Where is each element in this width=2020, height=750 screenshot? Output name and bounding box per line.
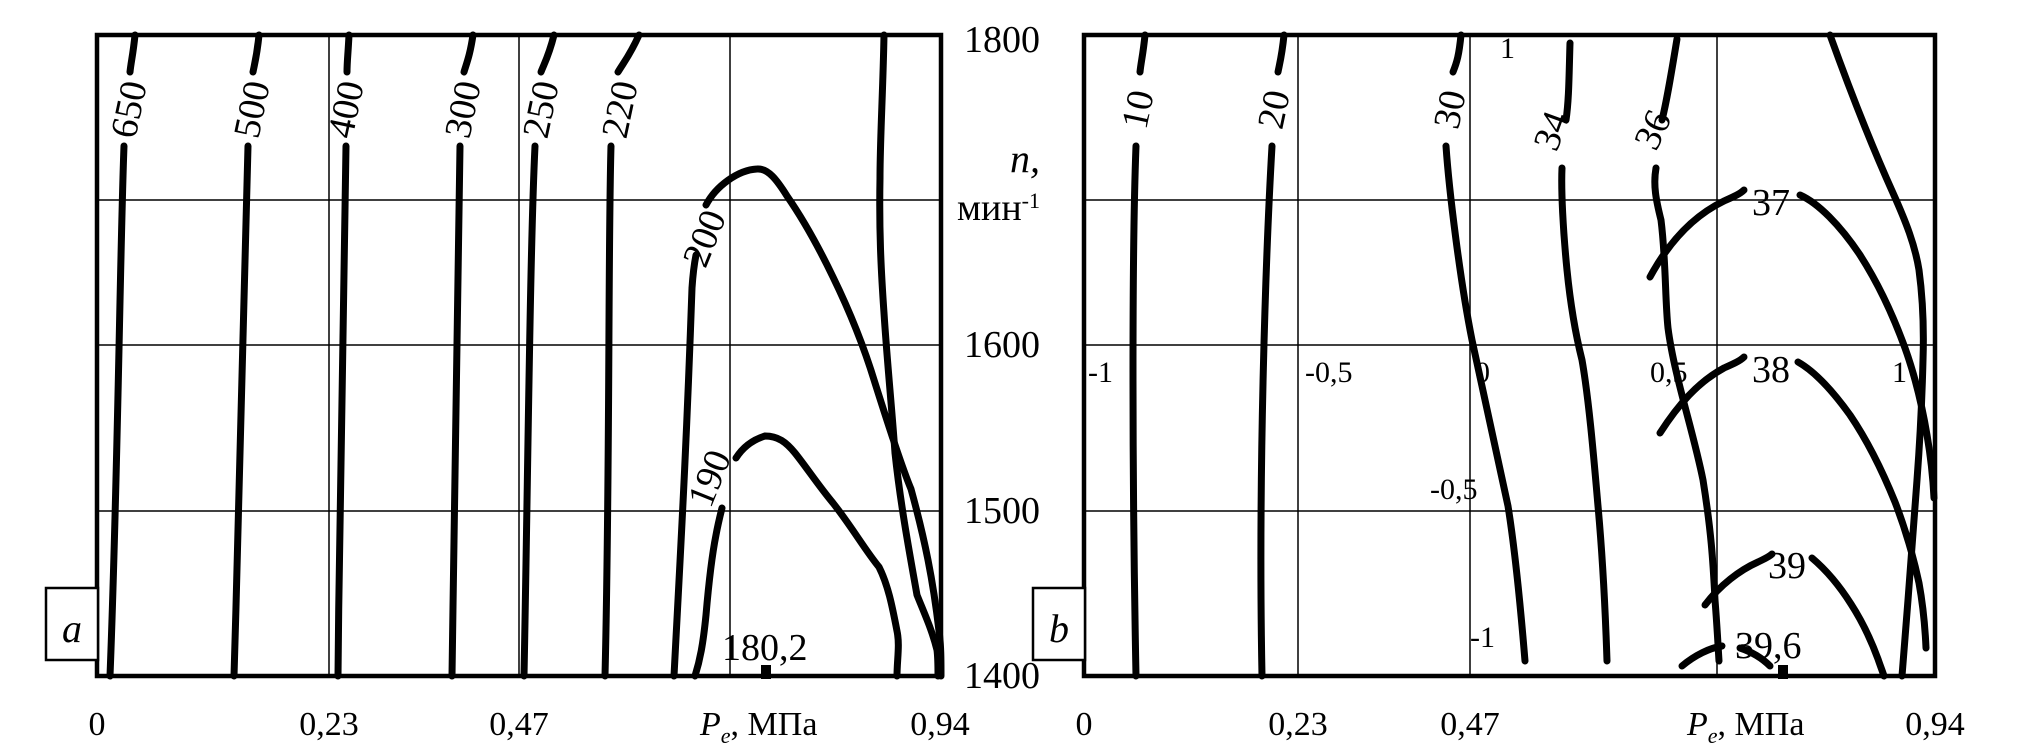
svg-text:1500: 1500 — [964, 490, 1040, 532]
svg-text:0,47: 0,47 — [489, 706, 549, 743]
svg-text:38: 38 — [1752, 349, 1790, 391]
svg-text:39: 39 — [1768, 545, 1806, 587]
svg-text:0,94: 0,94 — [1905, 706, 1965, 743]
svg-text:b: b — [1049, 606, 1069, 651]
svg-text:1: 1 — [1500, 32, 1515, 65]
svg-text:Pe, МПа: Pe, МПа — [1686, 706, 1804, 748]
svg-text:1: 1 — [1892, 356, 1907, 389]
svg-text:n,: n, — [1010, 136, 1040, 181]
svg-text:37: 37 — [1752, 182, 1790, 224]
svg-text:0,23: 0,23 — [1268, 706, 1328, 743]
svg-text:Pe, МПа: Pe, МПа — [699, 706, 817, 748]
svg-text:39,6: 39,6 — [1735, 625, 1802, 667]
svg-text:0,23: 0,23 — [299, 706, 359, 743]
svg-text:0: 0 — [89, 706, 106, 743]
svg-text:1400: 1400 — [964, 655, 1040, 697]
svg-text:0,94: 0,94 — [910, 706, 970, 743]
svg-text:1800: 1800 — [964, 19, 1040, 61]
svg-text:-0,5: -0,5 — [1430, 473, 1478, 506]
svg-text:-1: -1 — [1470, 621, 1495, 654]
svg-text:0: 0 — [1475, 356, 1490, 389]
svg-text:a: a — [62, 606, 82, 651]
svg-text:0,5: 0,5 — [1650, 356, 1688, 389]
svg-text:0,47: 0,47 — [1440, 706, 1500, 743]
svg-text:-1: -1 — [1088, 356, 1113, 389]
svg-text:180,2: 180,2 — [722, 627, 808, 669]
svg-text:-0,5: -0,5 — [1305, 356, 1353, 389]
svg-text:0: 0 — [1076, 706, 1093, 743]
svg-text:1600: 1600 — [964, 324, 1040, 366]
